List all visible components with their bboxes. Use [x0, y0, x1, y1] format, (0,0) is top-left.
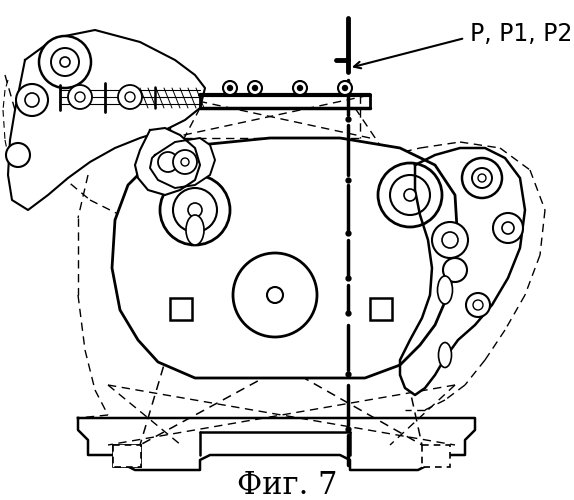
Circle shape — [6, 143, 30, 167]
Circle shape — [173, 188, 217, 232]
Circle shape — [60, 57, 70, 67]
Polygon shape — [135, 128, 200, 195]
Bar — [422, 445, 450, 467]
Circle shape — [478, 174, 486, 182]
Polygon shape — [400, 148, 525, 395]
Circle shape — [378, 163, 442, 227]
Circle shape — [188, 203, 202, 217]
Circle shape — [472, 168, 492, 188]
Circle shape — [16, 84, 48, 116]
Bar — [170, 298, 192, 320]
Circle shape — [293, 81, 307, 95]
Circle shape — [502, 222, 514, 234]
Circle shape — [432, 222, 468, 258]
Circle shape — [125, 92, 135, 102]
Circle shape — [227, 86, 232, 90]
Ellipse shape — [439, 342, 452, 367]
Circle shape — [442, 232, 458, 248]
Circle shape — [25, 93, 39, 107]
Circle shape — [68, 85, 92, 109]
Circle shape — [248, 81, 262, 95]
Circle shape — [75, 92, 85, 102]
Circle shape — [443, 258, 467, 282]
Circle shape — [39, 36, 91, 88]
Circle shape — [233, 253, 317, 337]
Circle shape — [223, 81, 237, 95]
Circle shape — [253, 86, 258, 90]
Circle shape — [51, 48, 79, 76]
Circle shape — [173, 150, 197, 174]
Polygon shape — [78, 418, 475, 470]
Circle shape — [338, 81, 352, 95]
Text: Р, Р1, Р2: Р, Р1, Р2 — [470, 22, 572, 46]
Text: Фиг. 7: Фиг. 7 — [236, 470, 338, 500]
Polygon shape — [8, 30, 205, 210]
Bar — [370, 298, 392, 320]
Circle shape — [181, 158, 189, 166]
Circle shape — [160, 175, 230, 245]
Bar — [113, 445, 141, 467]
Circle shape — [462, 158, 502, 198]
Circle shape — [118, 85, 142, 109]
Circle shape — [404, 189, 416, 201]
Ellipse shape — [437, 276, 452, 304]
Polygon shape — [150, 138, 215, 188]
Circle shape — [343, 86, 347, 90]
Bar — [113, 445, 141, 467]
Circle shape — [267, 287, 283, 303]
Circle shape — [297, 86, 302, 90]
Polygon shape — [112, 138, 458, 378]
Circle shape — [473, 300, 483, 310]
Ellipse shape — [186, 215, 204, 245]
Circle shape — [158, 152, 178, 172]
Circle shape — [466, 293, 490, 317]
Circle shape — [390, 175, 430, 215]
Circle shape — [493, 213, 523, 243]
